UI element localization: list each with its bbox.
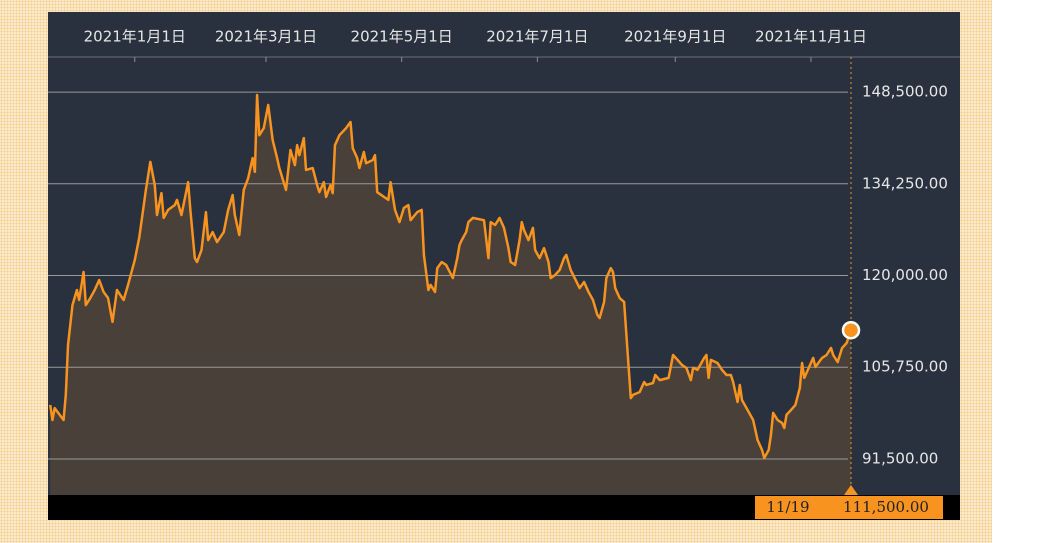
cursor-pointer (844, 485, 859, 495)
y-tick-label: 134,250.00 (862, 174, 948, 192)
line (48, 93, 853, 460)
last-point (841, 320, 861, 340)
last-date-label: 11/19 (766, 498, 809, 516)
last-label-box (755, 496, 943, 519)
x-tick-label: 2021年11月1日 (755, 28, 867, 46)
y-tick-label: 91,500.00 (862, 449, 938, 467)
y-tick-label: 120,000.00 (862, 266, 948, 284)
x-tick-label: 2021年1月1日 (84, 28, 186, 46)
last-value-label: 111,500.00 (843, 498, 929, 516)
y-tick-label: 148,500.00 (862, 83, 948, 101)
y-tick-label: 105,750.00 (862, 358, 948, 376)
x-tick-label: 2021年9月1日 (624, 28, 726, 46)
x-tick-label: 2021年5月1日 (351, 28, 453, 46)
x-tick-label: 2021年3月1日 (215, 28, 317, 46)
area (50, 94, 852, 495)
x-tick-label: 2021年7月1日 (486, 28, 588, 46)
